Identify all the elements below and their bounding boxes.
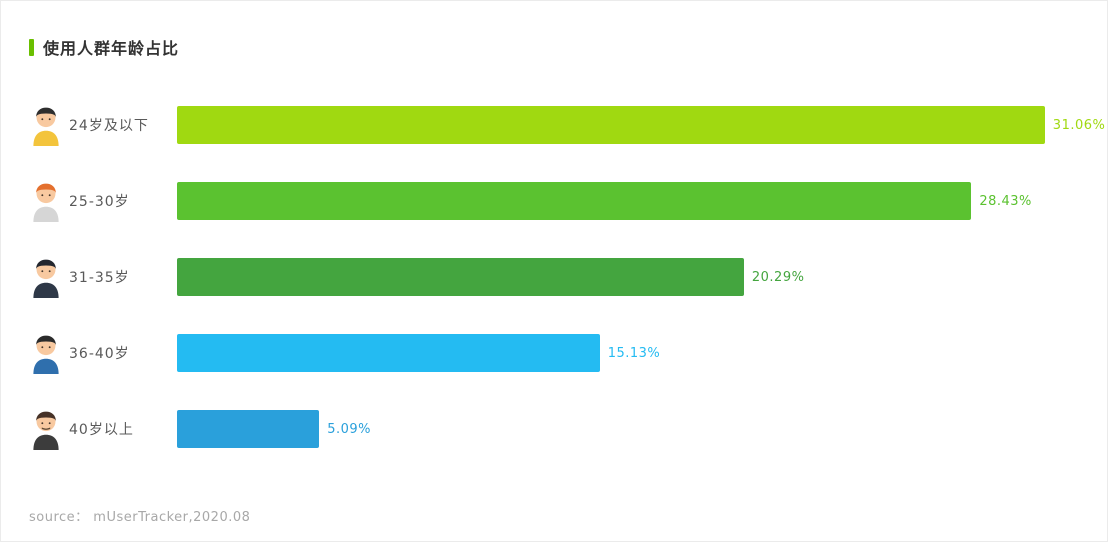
chart-row: 36-40岁 15.13% (29, 331, 1099, 375)
bar-track: 28.43% (177, 182, 1099, 220)
person-avatar-icon (33, 183, 59, 222)
chart-row: 31-35岁 20.29% (29, 255, 1099, 299)
category-label: 40岁以上 (69, 422, 134, 438)
bar-track: 31.06% (177, 106, 1105, 144)
bar-track: 5.09% (177, 410, 1099, 448)
bar-value-label: 20.29% (751, 269, 805, 285)
bar-track: 20.29% (177, 258, 1099, 296)
chart-header: 使用人群年龄占比 (29, 35, 1099, 59)
person-avatar-icon (33, 411, 59, 450)
category-label: 24岁及以下 (69, 118, 149, 134)
bar (177, 258, 744, 296)
page-title: 使用人群年龄占比 (43, 39, 180, 58)
source-note: source： mUserTracker,2020.08 (29, 510, 251, 525)
chart-row: 24岁及以下 31.06% (29, 103, 1105, 147)
bar-value-label: 28.43% (979, 193, 1032, 209)
bar-value-label: 5.09% (327, 421, 372, 437)
bar (177, 106, 1045, 144)
bar-value-label: 15.13% (607, 345, 661, 361)
bar (177, 334, 600, 372)
person-avatar-icon (33, 335, 59, 374)
category-label: 36-40岁 (69, 346, 130, 362)
category-label: 25-30岁 (69, 194, 130, 210)
bar-track: 15.13% (177, 334, 1099, 372)
chart-row: 25-30岁 28.43% (29, 179, 1099, 223)
bar-value-label: 31.06% (1052, 117, 1106, 133)
person-avatar-icon (33, 259, 59, 298)
person-avatar-icon (33, 107, 59, 146)
bar (177, 182, 972, 220)
chart-row: 40岁以上 5.09% (29, 407, 1099, 451)
bar-chart: 24岁及以下 31.06% 25-30岁 28.43% (29, 103, 1105, 451)
bar (177, 410, 320, 448)
category-label: 31-35岁 (69, 270, 130, 286)
title-accent-bar (29, 38, 34, 56)
